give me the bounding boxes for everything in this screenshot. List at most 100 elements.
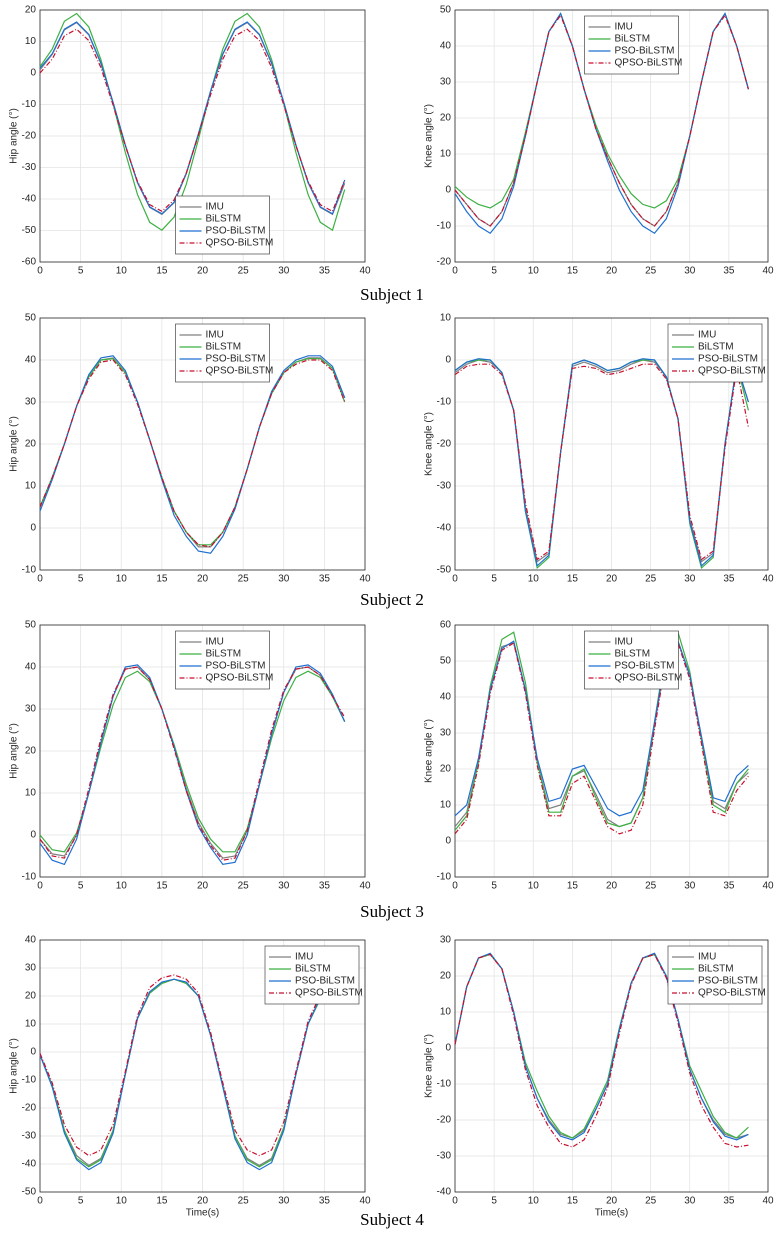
legend-box (175, 630, 270, 690)
legend-box (667, 945, 763, 1005)
legend-label: BiLSTM (206, 649, 242, 660)
y-tick-label: -20 (437, 257, 452, 268)
y-tick-label: 0 (30, 830, 36, 841)
y-tick-label: 30 (25, 704, 37, 715)
y-tick-label: 10 (440, 313, 452, 324)
y-tick-label: 10 (25, 36, 37, 47)
y-tick-label: 50 (440, 5, 452, 16)
y-tick-label: -10 (437, 397, 452, 408)
legend-label: BiLSTM (698, 342, 734, 353)
series-line (39, 664, 346, 866)
x-tick-label: 5 (491, 1196, 497, 1207)
x-tick-label: 0 (37, 266, 43, 277)
y-tick-label: 0 (445, 185, 451, 196)
y-tick-label: -30 (437, 1151, 452, 1162)
x-tick-label: 40 (762, 881, 774, 892)
x-tick-label: 5 (78, 574, 84, 585)
legend-label: IMU (206, 637, 224, 648)
y-tick-label: 0 (445, 836, 451, 847)
x-tick-label: 15 (156, 266, 168, 277)
y-tick-label: 60 (440, 620, 452, 631)
y-tick-label: 0 (445, 355, 451, 366)
x-tick-label: 0 (452, 266, 458, 277)
y-tick-label: 50 (440, 656, 452, 667)
legend-label: QPSO-BiLSTM (206, 673, 274, 684)
legend-label: PSO-BiLSTM (698, 976, 758, 987)
x-tick-label: 15 (567, 574, 579, 585)
axes-box (39, 317, 366, 571)
y-tick-label: 10 (440, 149, 452, 160)
x-tick-label: 15 (156, 881, 168, 892)
axes-box (39, 939, 366, 1193)
legend-label: IMU (295, 952, 313, 963)
legend-label: IMU (698, 952, 716, 963)
series-line (39, 974, 345, 1157)
y-tick-label: -30 (437, 481, 452, 492)
series-line (39, 666, 346, 861)
caption: Subject 4 (360, 1210, 424, 1229)
x-tick-label: 30 (278, 266, 290, 277)
x-axis-label: Time(s) (595, 1208, 629, 1219)
x-tick-label: 40 (359, 1196, 371, 1207)
legend-label: PSO-BiLSTM (295, 976, 355, 987)
y-tick-label: 30 (440, 935, 452, 946)
axes-box (454, 9, 769, 263)
x-tick-label: 20 (606, 881, 618, 892)
caption: Subject 3 (360, 902, 424, 921)
legend-box (264, 945, 360, 1005)
y-axis-label: Hip angle (°) (9, 108, 20, 164)
y-tick-label: 40 (440, 41, 452, 52)
legend-label: IMU (698, 330, 716, 341)
x-tick-label: 25 (238, 574, 250, 585)
series-line (454, 641, 749, 835)
y-tick-label: 10 (25, 481, 37, 492)
x-tick-label: 5 (491, 881, 497, 892)
x-tick-label: 40 (359, 266, 371, 277)
x-tick-label: 20 (197, 574, 209, 585)
y-tick-label: -50 (22, 225, 37, 236)
y-tick-label: 20 (25, 5, 37, 16)
legend-label: QPSO-BiLSTM (698, 988, 766, 999)
x-tick-label: 35 (319, 881, 331, 892)
y-tick-label: -30 (22, 162, 37, 173)
x-tick-label: 20 (606, 266, 618, 277)
x-tick-label: 5 (491, 266, 497, 277)
x-tick-label: 10 (528, 1196, 540, 1207)
x-tick-label: 35 (319, 266, 331, 277)
legend-box (584, 630, 679, 690)
x-tick-label: 0 (37, 574, 43, 585)
y-tick-label: 30 (25, 963, 37, 974)
y-tick-label: -10 (22, 565, 37, 576)
y-tick-label: 20 (25, 439, 37, 450)
y-tick-label: 20 (440, 971, 452, 982)
x-tick-label: 25 (645, 1196, 657, 1207)
x-tick-label: 25 (645, 881, 657, 892)
x-tick-label: 10 (116, 1196, 128, 1207)
x-tick-label: 25 (645, 266, 657, 277)
y-tick-label: 40 (25, 662, 37, 673)
legend-label: QPSO-BiLSTM (295, 988, 363, 999)
y-tick-label: -20 (437, 439, 452, 450)
x-tick-label: 25 (238, 881, 250, 892)
x-tick-label: 40 (762, 574, 774, 585)
series-line (454, 14, 749, 227)
x-tick-label: 35 (723, 1196, 735, 1207)
x-tick-label: 20 (197, 266, 209, 277)
legend-label: QPSO-BiLSTM (698, 366, 766, 377)
x-tick-label: 10 (528, 881, 540, 892)
x-tick-label: 15 (567, 266, 579, 277)
y-tick-label: 10 (25, 788, 37, 799)
y-tick-label: -10 (437, 872, 452, 883)
legend-label: BiLSTM (295, 964, 331, 975)
x-tick-label: 25 (645, 574, 657, 585)
y-tick-label: 30 (440, 77, 452, 88)
y-tick-label: -40 (22, 1159, 37, 1170)
y-tick-label: -10 (437, 221, 452, 232)
x-tick-label: 20 (197, 1196, 209, 1207)
y-axis-label: Hip angle (°) (9, 723, 20, 779)
y-tick-label: 50 (25, 313, 37, 324)
y-tick-label: 50 (25, 620, 37, 631)
x-tick-label: 35 (319, 574, 331, 585)
legend-label: QPSO-BiLSTM (206, 238, 274, 249)
x-tick-label: 30 (684, 881, 696, 892)
